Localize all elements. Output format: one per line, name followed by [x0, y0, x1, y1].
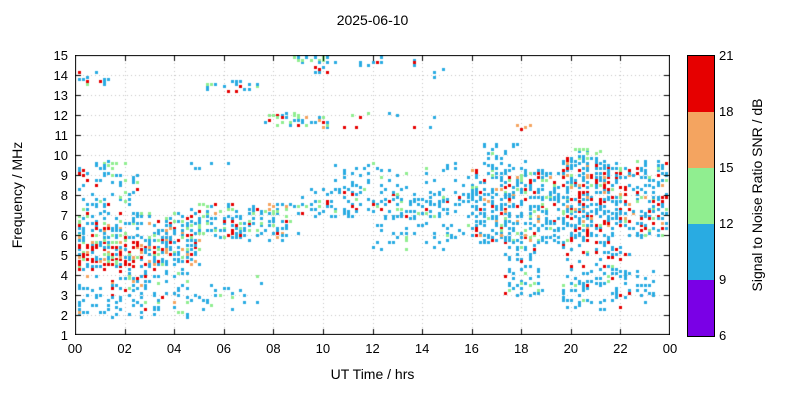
y-tick-label: 6: [60, 228, 68, 243]
y-tick-label: 7: [60, 208, 68, 223]
colorbar-segment: [688, 224, 714, 280]
colorbar-segment: [688, 56, 714, 112]
x-tick-label: 16: [464, 341, 479, 356]
x-axis-label: UT Time / hrs: [330, 366, 415, 382]
x-tick-label: 00: [67, 341, 83, 356]
colorbar-tick-label: 9: [719, 272, 727, 287]
x-tick-label: 14: [414, 341, 430, 356]
y-tick-label: 3: [60, 288, 68, 303]
colorbar-segment: [688, 168, 714, 224]
y-tick-label: 4: [60, 268, 68, 283]
x-tick-label: 22: [613, 341, 628, 356]
plot-canvas: [75, 55, 670, 335]
y-tick-label: 10: [53, 148, 68, 163]
x-tick-label: 00: [662, 341, 678, 356]
x-tick-label: 12: [365, 341, 380, 356]
x-tick-label: 06: [216, 341, 231, 356]
y-axis-label: Frequency / MHz: [9, 141, 25, 249]
y-tick-label: 11: [54, 128, 69, 143]
x-tick-label: 20: [563, 341, 579, 356]
y-tick-label: 13: [53, 88, 68, 103]
x-tick-label: 08: [266, 341, 281, 356]
colorbar-tick-label: 18: [719, 104, 734, 119]
x-tick-label: 02: [117, 341, 132, 356]
colorbar-tick-label: 6: [719, 328, 727, 343]
colorbar-segment: [688, 280, 714, 336]
colorbar-label: Signal to Noise Ratio SNR / dB: [749, 98, 765, 292]
x-tick-label: 04: [166, 341, 182, 356]
y-tick-label: 12: [53, 108, 68, 123]
y-tick-label: 5: [60, 248, 68, 263]
y-tick-label: 8: [60, 188, 68, 203]
y-tick-label: 14: [53, 68, 68, 83]
x-tick-label: 10: [315, 341, 331, 356]
y-tick-label: 9: [60, 168, 68, 183]
colorbar-segment: [688, 112, 714, 168]
colorbar-tick-label: 12: [719, 216, 734, 231]
colorbar: [687, 55, 715, 337]
x-tick-label: 18: [514, 341, 529, 356]
y-tick-label: 2: [60, 308, 68, 323]
y-tick-label: 1: [60, 328, 68, 343]
y-tick-label: 15: [53, 48, 68, 63]
colorbar-tick-label: 21: [719, 48, 734, 63]
colorbar-tick-label: 15: [719, 160, 734, 175]
plot-area: [75, 55, 670, 335]
chart-title: 2025-06-10: [336, 12, 409, 28]
